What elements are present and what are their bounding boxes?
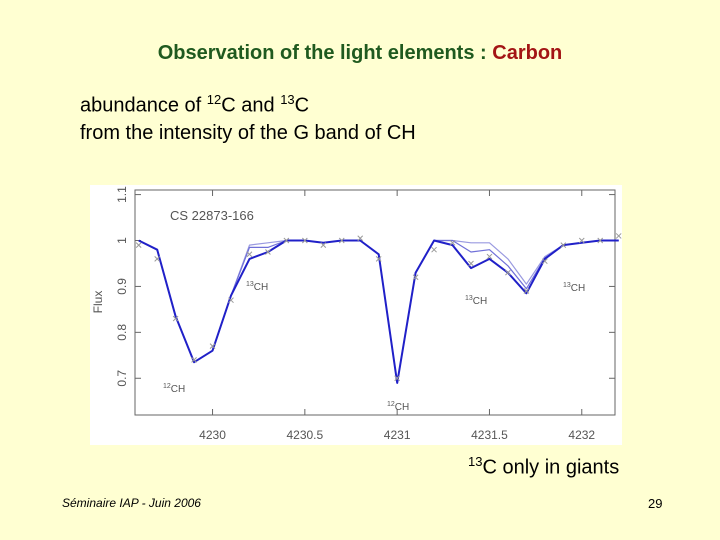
x-tick-label: 4231.5 (471, 428, 508, 442)
text: C and (221, 94, 281, 117)
observed-point (301, 237, 308, 244)
subtitle-line: from the intensity of the G band of CH (80, 122, 416, 144)
x-tick-label: 4230 (199, 428, 226, 442)
observed-point (357, 235, 364, 242)
observed-point (578, 237, 585, 244)
observed-point (191, 357, 197, 363)
x-tick-label: 4231 (384, 428, 411, 442)
observed-point (541, 258, 548, 265)
annotation: 12CH (163, 383, 185, 395)
observed-point (615, 233, 622, 239)
y-axis-label: Flux (91, 291, 105, 314)
annotation: 13CH (246, 281, 268, 293)
superscript: 12 (206, 92, 222, 107)
annotation-text: CH (571, 283, 585, 294)
superscript: 13 (465, 295, 473, 302)
annotation-text: CH (395, 402, 409, 413)
observed-point (431, 246, 437, 253)
observed-point (228, 297, 234, 304)
observed-point (375, 256, 382, 262)
title-highlight: Carbon (492, 42, 563, 64)
observed-point (597, 237, 604, 244)
observed-point (505, 269, 511, 276)
annotation: 12CH (387, 401, 409, 413)
title-text: Observation of the light elements : (157, 42, 493, 64)
y-tick-label: 1.1 (115, 186, 129, 203)
observed-point (523, 288, 530, 294)
text: C only in giants (482, 456, 620, 479)
observed-point (394, 375, 401, 382)
superscript: 13 (246, 281, 254, 288)
note: 13C only in giants (468, 454, 619, 480)
annotation-text: CH (171, 384, 185, 395)
y-tick-label: 0.9 (115, 278, 129, 295)
superscript: 13 (280, 92, 295, 107)
observed-point (172, 315, 179, 322)
superscript: 12 (163, 383, 171, 390)
subtitle-line: abundance of 12C and 13C (80, 92, 309, 118)
observed-point (338, 237, 345, 244)
observed-point (412, 274, 419, 281)
observed-point (154, 256, 161, 262)
chart-background (90, 185, 622, 445)
observed-point (209, 343, 216, 349)
annotation-text: CH (254, 282, 268, 293)
observed-point (449, 239, 456, 246)
observed-point (135, 242, 142, 248)
superscript: 13 (468, 454, 483, 469)
annotation: 13CH (563, 282, 585, 294)
observed-point (246, 251, 253, 258)
y-tick-label: 1 (115, 237, 129, 244)
annotation: 13CH (465, 295, 487, 307)
x-tick-label: 4230.5 (286, 428, 323, 442)
observed-point (320, 242, 327, 248)
observed-point (265, 249, 271, 255)
page-number: 29 (648, 496, 663, 511)
x-tick-label: 4232 (568, 428, 595, 442)
y-tick-label: 0.8 (115, 324, 129, 341)
annotation-text: CH (473, 296, 487, 307)
text: abundance of (80, 94, 207, 117)
observed-point (486, 253, 493, 260)
slide-title: Observation of the light elements : Carb… (0, 42, 720, 65)
footer: Séminaire IAP - Juin 2006 (62, 496, 201, 510)
superscript: 13 (563, 282, 571, 289)
annotation: CS 22873-166 (170, 208, 254, 223)
superscript: 12 (387, 401, 395, 408)
observed-point (468, 260, 474, 267)
y-tick-label: 0.7 (115, 370, 129, 387)
model-line (138, 239, 619, 384)
text: C (294, 94, 310, 117)
plot-frame (134, 189, 616, 416)
observed-point (283, 237, 290, 244)
observed-point (560, 242, 567, 248)
